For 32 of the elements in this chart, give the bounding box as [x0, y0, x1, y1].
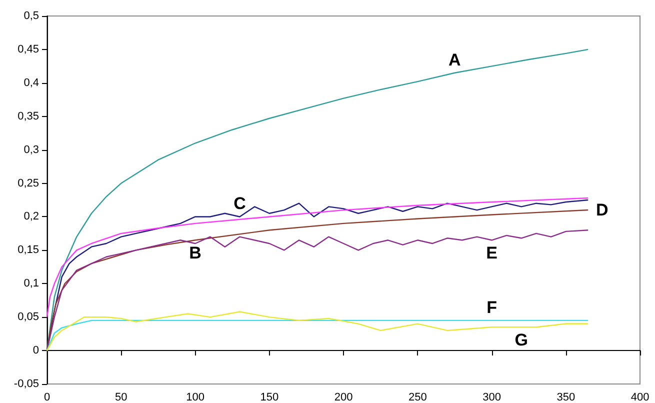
- y-tick-label: 0,3: [24, 144, 39, 156]
- x-tick-label: 50: [115, 392, 128, 403]
- y-tick-label: 0,2: [24, 210, 39, 223]
- x-tick-label: 200: [334, 392, 353, 403]
- y-tick-label: 0,45: [18, 43, 39, 56]
- x-tick-label: 400: [630, 392, 650, 403]
- annotation: E: [486, 244, 498, 263]
- x-tick-label: 250: [408, 392, 427, 403]
- x-tick-label: 300: [482, 392, 501, 403]
- annotation: C: [234, 194, 246, 214]
- x-tick-label: 0: [44, 392, 50, 403]
- y-tick-label: 0,15: [18, 244, 39, 256]
- annotation: F: [486, 298, 497, 317]
- annotation: G: [514, 330, 528, 350]
- annotation: D: [596, 200, 608, 220]
- annotation: B: [189, 244, 202, 263]
- line-series: [46, 320, 589, 352]
- line-series: [46, 48, 589, 352]
- y-tick-label: 0,4: [24, 76, 39, 89]
- x-tick-label: 100: [186, 392, 204, 403]
- y-tick-label: 0,5: [24, 10, 39, 22]
- y-tick-label: 0,1: [24, 278, 39, 290]
- y-tick-label: 0: [32, 344, 39, 357]
- y-tick-label: 0,25: [18, 177, 39, 190]
- x-tick-label: 150: [260, 392, 279, 403]
- y-tick-label: -0,05: [14, 378, 39, 390]
- annotation: A: [448, 50, 461, 70]
- y-tick-label: 0,05: [18, 311, 39, 324]
- x-tick-label: 350: [556, 392, 576, 403]
- y-tick-label: 0,35: [18, 110, 39, 122]
- line-series: [46, 197, 589, 318]
- line-series: [46, 311, 589, 352]
